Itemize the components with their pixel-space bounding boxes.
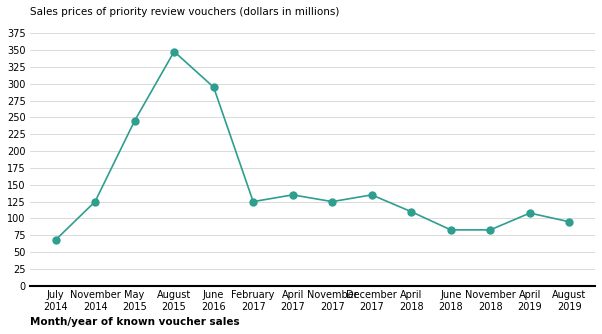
Text: Sales prices of priority review vouchers (dollars in millions): Sales prices of priority review vouchers…: [30, 7, 340, 17]
X-axis label: Month/year of known voucher sales: Month/year of known voucher sales: [30, 317, 240, 327]
